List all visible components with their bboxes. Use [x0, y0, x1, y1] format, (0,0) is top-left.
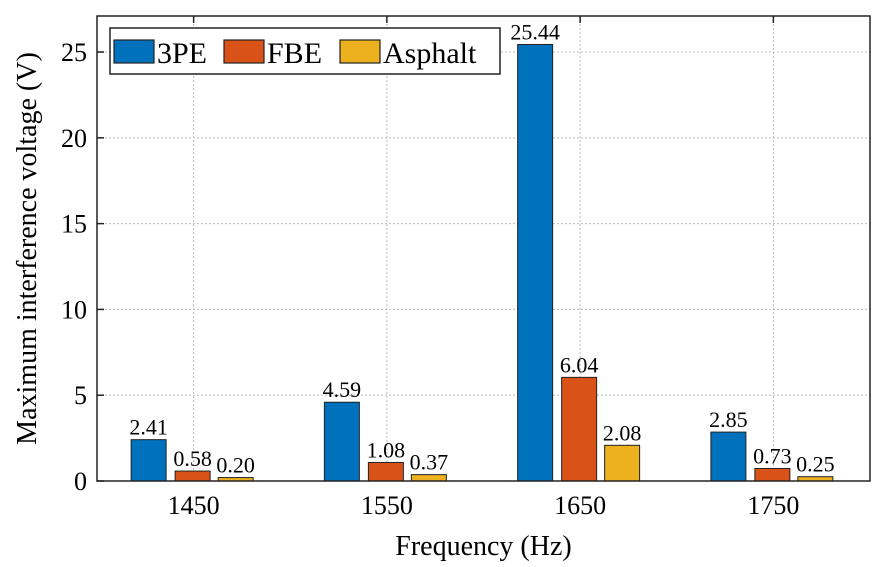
bar-3pe-1750 — [710, 431, 747, 482]
bar-3pe-1650 — [517, 43, 554, 482]
legend-swatch-fbe — [223, 39, 265, 64]
data-label: 0.25 — [796, 452, 835, 477]
bar-fbe-1450 — [174, 470, 211, 482]
y-tick-label: 20 — [61, 124, 87, 153]
legend-label: FBE — [267, 37, 322, 70]
y-tick-label: 15 — [61, 210, 87, 239]
legend-swatch-asphalt — [339, 39, 381, 64]
data-label: 2.85 — [709, 407, 748, 432]
x-axis-label: Frequency (Hz) — [395, 531, 571, 562]
bar-fbe-1650 — [561, 376, 598, 482]
bar-asphalt-1550 — [410, 474, 447, 482]
data-label: 2.41 — [129, 415, 168, 440]
x-tick-label: 1750 — [747, 491, 799, 520]
data-label: 0.73 — [753, 443, 792, 468]
x-tick-label: 1450 — [168, 491, 220, 520]
data-label: 0.20 — [216, 453, 255, 478]
bar-fbe-1550 — [367, 461, 404, 482]
x-tick-label: 1650 — [554, 491, 606, 520]
legend-swatch-3pe — [113, 39, 155, 64]
legend-box — [109, 27, 501, 75]
plot-area-border — [96, 15, 871, 482]
bar-3pe-1550 — [323, 401, 360, 482]
bar-3pe-1450 — [130, 439, 167, 482]
data-label: 4.59 — [323, 377, 362, 402]
bar-asphalt-1650 — [604, 444, 641, 482]
x-tick-label: 1550 — [361, 491, 413, 520]
legend-label: 3PE — [157, 37, 207, 70]
y-tick-label: 25 — [61, 38, 87, 67]
data-label: 2.08 — [603, 420, 642, 445]
y-tick-label: 5 — [74, 381, 87, 410]
data-label: 1.08 — [367, 437, 406, 462]
legend-label: Asphalt — [383, 37, 477, 70]
y-tick-label: 0 — [74, 467, 87, 496]
data-label: 6.04 — [560, 352, 599, 377]
bar-fbe-1750 — [754, 467, 791, 482]
data-label: 0.37 — [410, 450, 449, 475]
y-axis-label: Maximum interference voltage (V) — [12, 52, 43, 445]
data-label: 0.58 — [173, 446, 212, 471]
data-label: 25.44 — [510, 19, 560, 44]
y-tick-label: 10 — [61, 295, 87, 324]
